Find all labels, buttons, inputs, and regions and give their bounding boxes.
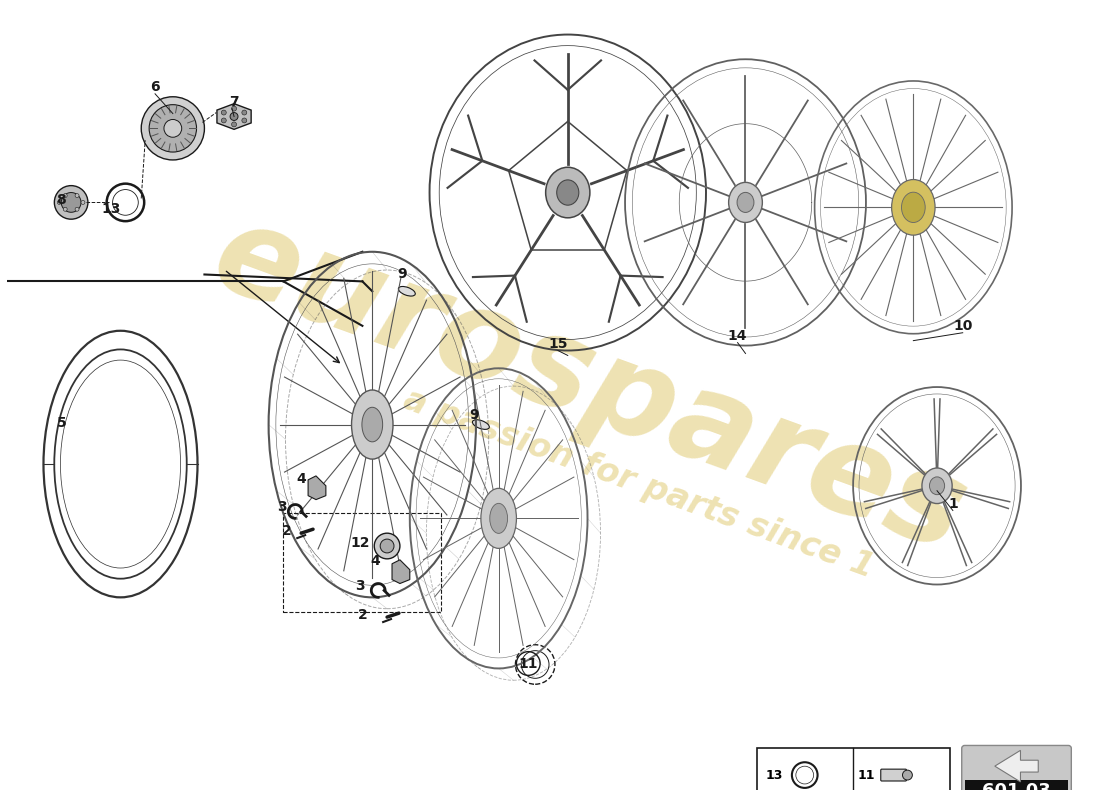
Ellipse shape (481, 488, 516, 548)
Text: 11: 11 (518, 657, 538, 670)
Circle shape (150, 105, 197, 152)
Text: 12: 12 (351, 536, 371, 550)
Text: 2: 2 (358, 608, 367, 622)
Ellipse shape (557, 180, 579, 205)
Circle shape (230, 113, 238, 121)
Ellipse shape (902, 192, 925, 222)
Text: 9: 9 (397, 267, 407, 282)
Text: 10: 10 (953, 319, 972, 333)
Ellipse shape (362, 407, 383, 442)
Circle shape (141, 97, 205, 160)
Text: 3: 3 (276, 499, 286, 514)
Ellipse shape (398, 286, 416, 296)
Ellipse shape (728, 182, 762, 222)
Ellipse shape (922, 468, 953, 503)
Text: 4: 4 (371, 554, 381, 568)
Circle shape (81, 201, 85, 204)
Text: 9: 9 (470, 408, 478, 422)
Circle shape (164, 119, 182, 138)
FancyBboxPatch shape (961, 746, 1071, 800)
Polygon shape (994, 750, 1038, 782)
Ellipse shape (546, 167, 590, 218)
Ellipse shape (737, 192, 754, 213)
Circle shape (902, 770, 912, 780)
Circle shape (242, 118, 246, 123)
Circle shape (242, 110, 246, 115)
Circle shape (75, 194, 79, 198)
Ellipse shape (352, 390, 393, 459)
Polygon shape (308, 476, 326, 500)
Circle shape (221, 118, 227, 123)
Circle shape (54, 186, 88, 219)
Circle shape (381, 539, 394, 553)
Text: 7: 7 (229, 94, 239, 109)
Text: a passion for parts since 1: a passion for parts since 1 (399, 383, 879, 585)
Text: 8: 8 (56, 194, 66, 207)
Circle shape (232, 106, 236, 111)
Text: 601 03: 601 03 (982, 782, 1050, 800)
Bar (757, 749, 950, 800)
Polygon shape (392, 560, 410, 583)
Circle shape (232, 122, 236, 127)
Ellipse shape (892, 179, 935, 235)
Circle shape (374, 533, 400, 559)
Text: 15: 15 (548, 337, 568, 350)
Circle shape (63, 194, 67, 198)
Ellipse shape (490, 503, 507, 534)
Text: 14: 14 (728, 329, 747, 342)
FancyBboxPatch shape (881, 769, 906, 781)
Circle shape (75, 207, 79, 211)
Text: 11: 11 (858, 769, 876, 782)
Circle shape (62, 193, 81, 212)
Circle shape (57, 201, 62, 204)
Bar (965, 780, 1068, 800)
Circle shape (221, 110, 227, 115)
Text: 13: 13 (101, 202, 120, 216)
Text: 4: 4 (296, 472, 306, 486)
Text: 1: 1 (948, 497, 958, 510)
Text: 13: 13 (766, 769, 782, 782)
Circle shape (63, 207, 67, 211)
Text: 5: 5 (56, 415, 66, 430)
Ellipse shape (930, 477, 945, 494)
Text: 6: 6 (151, 80, 160, 94)
Polygon shape (217, 104, 251, 130)
Text: 3: 3 (355, 578, 365, 593)
Text: 2: 2 (282, 524, 292, 538)
Text: eurospares: eurospares (198, 193, 981, 577)
Ellipse shape (472, 420, 490, 430)
